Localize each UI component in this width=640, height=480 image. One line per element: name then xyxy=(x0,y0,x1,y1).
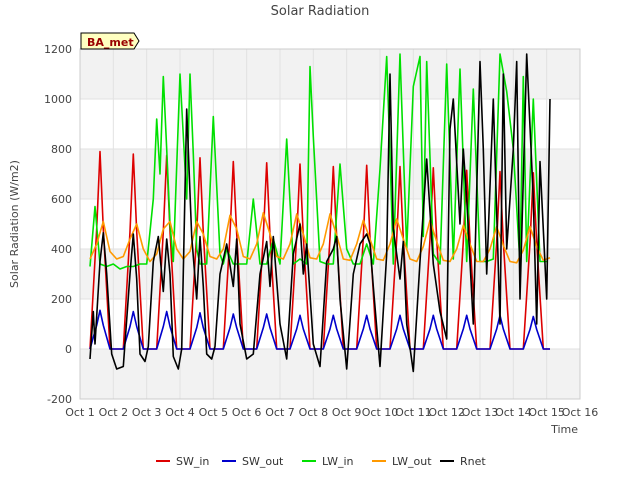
plot-area-frame xyxy=(79,48,581,400)
legend-label-rnet: Rnet xyxy=(460,455,486,468)
x-tick-label: Oct 8 xyxy=(299,406,329,419)
y-tick-label: 400 xyxy=(51,243,72,256)
x-axis-label: Time xyxy=(550,423,578,436)
x-tick-label: Oct 11 xyxy=(395,406,432,419)
x-tick-label: Oct 12 xyxy=(428,406,465,419)
x-tick-label: Oct 10 xyxy=(362,406,399,419)
x-tick-label: Oct 6 xyxy=(232,406,262,419)
y-axis-label: Solar Radiation (W/m2) xyxy=(8,160,21,288)
y-tick-label: 800 xyxy=(51,143,72,156)
x-tick-label: Oct 16 xyxy=(562,406,599,419)
x-tick-label: Oct 4 xyxy=(165,406,195,419)
y-axis-ticks: -200 0 200 400 600 800 1000 1200 xyxy=(44,43,72,406)
site-badge: BA_met xyxy=(80,32,140,50)
x-tick-label: Oct 5 xyxy=(199,406,229,419)
y-tick-label: -200 xyxy=(47,393,72,406)
x-tick-label: Oct 7 xyxy=(265,406,295,419)
x-tick-label: Oct 9 xyxy=(332,406,362,419)
chart-title: Solar Radiation xyxy=(271,4,370,19)
legend-label-sw-in: SW_in xyxy=(176,455,209,468)
plot-band-0 xyxy=(80,349,580,399)
chart-legend: SW_in SW_out LW_in LW_out Rnet xyxy=(156,455,486,468)
y-tick-label: 200 xyxy=(51,293,72,306)
x-tick-label: Oct 15 xyxy=(528,406,565,419)
series-line-sw-out xyxy=(89,309,550,350)
legend-label-sw-out: SW_out xyxy=(242,455,284,468)
x-tick-label: Oct 14 xyxy=(495,406,532,419)
x-tick-label: Oct 3 xyxy=(132,406,162,419)
legend-label-lw-out: LW_out xyxy=(392,455,432,468)
series-line-lw-out xyxy=(89,212,551,264)
y-tick-label: 1200 xyxy=(44,43,72,56)
legend-label-lw-in: LW_in xyxy=(322,455,354,468)
y-tick-label: 0 xyxy=(65,343,72,356)
x-axis-ticks: Oct 1 Oct 2 Oct 3 Oct 4 Oct 5 Oct 6 Oct 7 Oct 8… xyxy=(65,406,598,419)
y-tick-label: 1000 xyxy=(44,93,72,106)
y-tick-label: 600 xyxy=(51,193,72,206)
x-tick-label: Oct 2 xyxy=(99,406,129,419)
series-lines xyxy=(89,53,551,373)
site-badge-label: BA_met xyxy=(87,36,134,49)
series-line-rnet xyxy=(89,53,551,373)
plot-band-3 xyxy=(80,49,580,99)
x-tick-label: Oct 1 xyxy=(65,406,95,419)
x-tick-label: Oct 13 xyxy=(462,406,499,419)
